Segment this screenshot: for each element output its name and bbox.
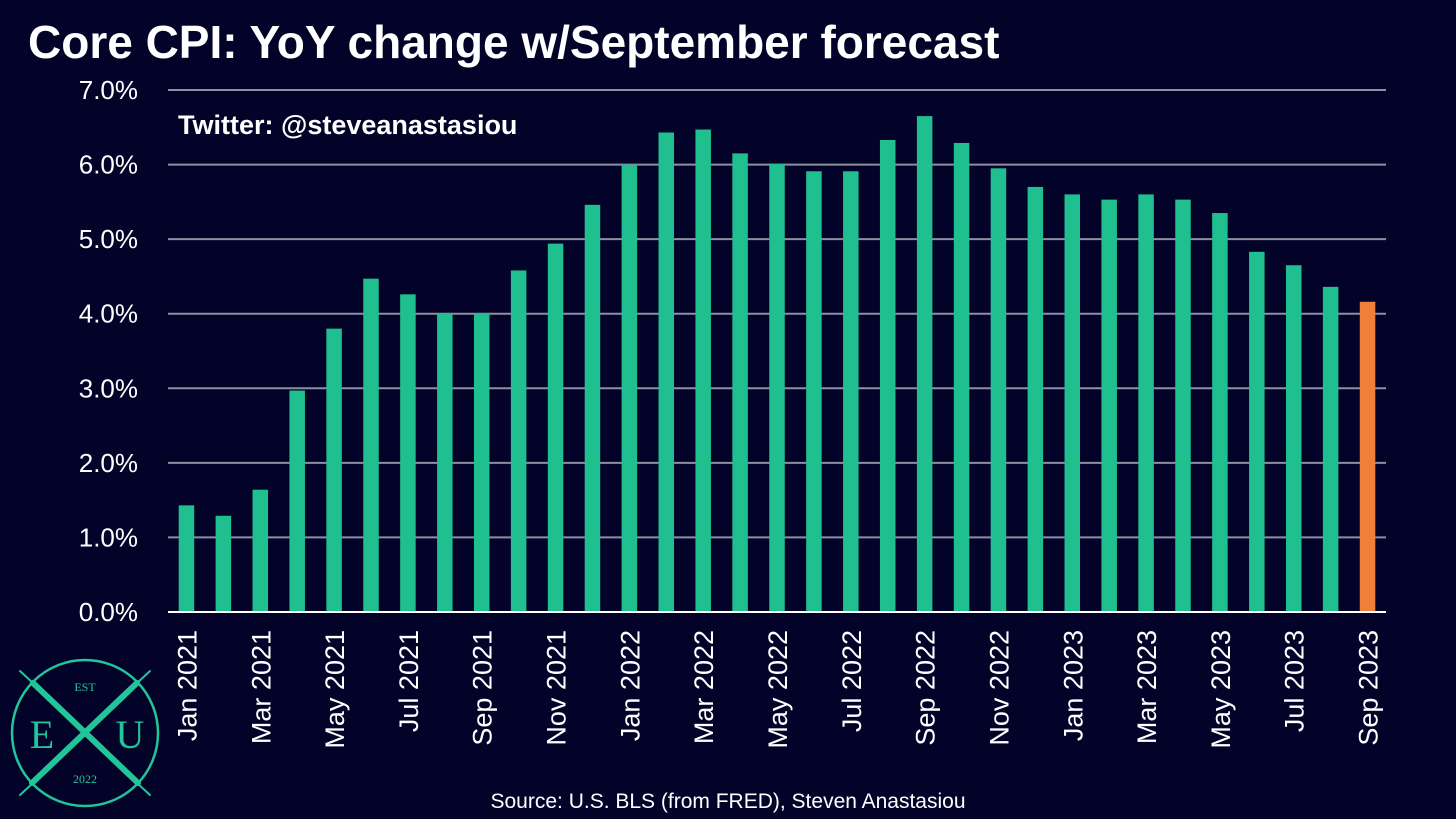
x-tick-label: Mar 2022 [689, 630, 719, 744]
bar [584, 204, 601, 612]
forecast-bar [1359, 301, 1376, 612]
x-tick-label: Jan 2022 [615, 630, 645, 741]
crossed-swords-icon [19, 670, 151, 796]
bar [1175, 199, 1191, 612]
logo-letter-e: E [30, 712, 54, 757]
chart-title: Core CPI: YoY change w/September forecas… [28, 16, 999, 68]
bar [1138, 194, 1154, 612]
bar [1064, 194, 1081, 612]
bar [178, 505, 195, 612]
bar [510, 270, 527, 612]
bar [953, 142, 970, 612]
y-tick-label: 2.0% [79, 448, 138, 478]
x-tick-label: Nov 2021 [542, 630, 572, 746]
x-axis-ticks: Jan 2021 Mar 2021 May 2021 Jul 2021 Sep 2021… [172, 630, 1383, 749]
x-tick-label: Jan 2021 [172, 630, 202, 741]
x-tick-label: May 2021 [320, 630, 350, 749]
x-tick-label: Nov 2022 [984, 630, 1014, 746]
bar [806, 171, 822, 613]
x-tick-label: Jul 2022 [837, 630, 867, 732]
bar [215, 515, 232, 612]
bar [547, 243, 564, 613]
y-tick-label: 3.0% [79, 373, 138, 403]
x-tick-label: Jan 2023 [1058, 630, 1088, 741]
y-tick-label: 7.0% [79, 75, 138, 105]
bar [990, 168, 1007, 613]
bar [289, 390, 305, 612]
x-tick-label: Jul 2023 [1280, 630, 1310, 732]
bar-series [178, 116, 1376, 613]
bar [658, 132, 675, 612]
y-tick-label: 5.0% [79, 224, 138, 254]
bar [732, 153, 748, 612]
source-note: Source: U.S. BLS (from FRED), Steven Ana… [490, 790, 965, 813]
y-axis-ticks: 0.0% 1.0% 2.0% 3.0% 4.0% 5.0% 6.0% 7.0% [79, 75, 138, 627]
bar [473, 312, 490, 612]
y-tick-label: 1.0% [79, 522, 138, 552]
bar [1249, 251, 1265, 612]
bar [621, 164, 638, 613]
bar [1027, 186, 1044, 612]
x-tick-label: Sep 2023 [1354, 630, 1384, 746]
x-tick-label: Sep 2021 [468, 630, 498, 746]
bar [1101, 199, 1117, 612]
bar [437, 313, 453, 612]
x-tick-label: Sep 2022 [911, 630, 941, 746]
bar [879, 139, 896, 612]
x-tick-label: May 2023 [1206, 630, 1236, 749]
bar [695, 129, 711, 612]
exu-logo: EST E U 2022 [10, 658, 160, 808]
x-tick-label: Mar 2021 [246, 630, 276, 744]
x-tick-label: Mar 2023 [1132, 630, 1162, 744]
bar [916, 116, 933, 612]
bar [1212, 213, 1228, 613]
y-tick-label: 0.0% [79, 597, 138, 627]
twitter-annotation: Twitter: @steveanastasiou [178, 110, 517, 140]
bar [769, 163, 785, 612]
bar [326, 328, 342, 612]
bar [843, 171, 859, 613]
bar [1285, 265, 1302, 612]
bar [400, 294, 416, 612]
y-tick-label: 4.0% [79, 299, 138, 329]
x-tick-label: May 2022 [763, 630, 793, 749]
y-tick-label: 6.0% [79, 150, 138, 180]
logo-year: 2022 [73, 772, 97, 786]
bar [363, 278, 379, 612]
logo-est: EST [74, 680, 96, 694]
bar [252, 489, 269, 612]
bar [1322, 286, 1339, 612]
logo-letter-u: U [116, 712, 145, 757]
x-tick-label: Jul 2021 [394, 630, 424, 732]
